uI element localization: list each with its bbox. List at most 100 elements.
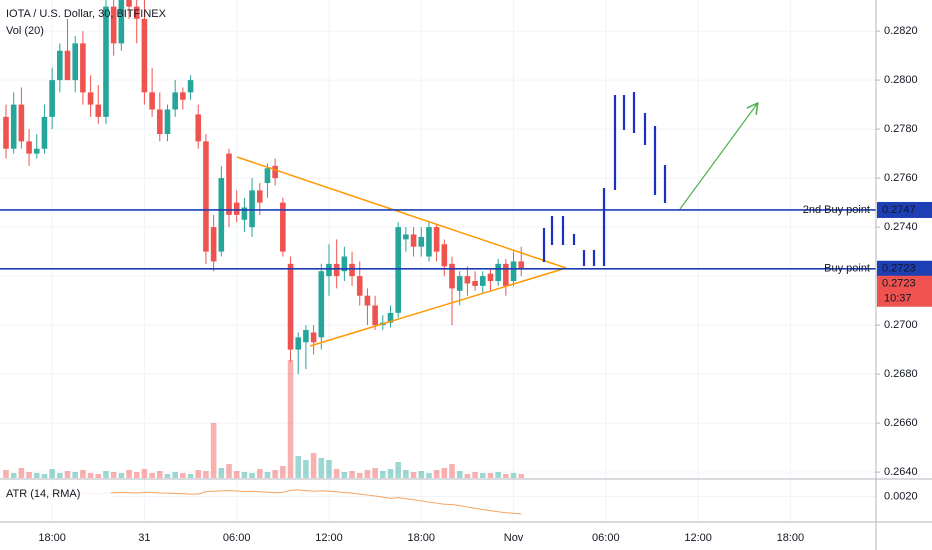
volume-bar (387, 469, 394, 478)
candle-body (103, 6, 109, 117)
candle-body (41, 116, 48, 149)
triangle-lower (309, 267, 567, 347)
x-tick-label: Nov (504, 532, 524, 544)
triangle-upper (236, 156, 567, 269)
volume-bar (203, 471, 209, 478)
volume-bar (364, 470, 371, 478)
candle-body (487, 273, 494, 282)
volume-bar (241, 472, 248, 478)
y-tick-label: 0.2820 (884, 25, 918, 37)
y-tick-label: 0.2640 (884, 466, 918, 478)
volume-bar (126, 470, 132, 478)
volume (3, 360, 525, 478)
candle-body (295, 337, 302, 350)
atr-label: ATR (14, RMA) (6, 488, 80, 500)
candle-body (18, 104, 25, 142)
candle-body (418, 236, 425, 247)
candle-body (72, 43, 79, 81)
candle-body (187, 80, 194, 93)
y-tick-label: 0.2780 (884, 123, 918, 135)
volume-bar (87, 473, 94, 478)
candle-body (118, 0, 125, 44)
projection (542, 92, 667, 266)
drawings (236, 92, 757, 347)
volume-bar (141, 469, 148, 478)
x-tick-label: 18:00 (777, 532, 805, 544)
volume-bar (380, 471, 386, 478)
candle-body (403, 234, 409, 240)
volume-bar (10, 473, 17, 478)
volume-bar (356, 473, 363, 478)
candle-body (264, 168, 271, 184)
volume-bar (272, 470, 278, 478)
candle-body (64, 50, 71, 81)
candle-body (518, 261, 525, 269)
volume-bar (318, 458, 325, 478)
candle-body (495, 263, 501, 282)
volume-bar (464, 474, 471, 478)
y-tick-label: 0.2680 (884, 368, 918, 380)
volume-bar (410, 472, 417, 478)
level-tag-label: 0.2747 (882, 204, 916, 216)
candle-body (303, 330, 309, 343)
level-tag (877, 260, 932, 277)
candle-body (164, 109, 171, 135)
volume-bar (395, 462, 401, 478)
volume-bar (172, 472, 178, 478)
volume-bar (310, 453, 317, 478)
volume-bar (133, 472, 140, 478)
candle-body (510, 261, 517, 282)
volume-bar (295, 456, 302, 478)
volume-bar (180, 473, 186, 478)
candle-body (249, 190, 255, 228)
candle-body (356, 276, 363, 296)
candle-body (80, 43, 86, 93)
volume-bar (341, 472, 348, 478)
volume-bar (287, 360, 294, 478)
volume-bar (280, 466, 286, 478)
volume-bar (256, 469, 263, 478)
x-tick-label: 18:00 (407, 532, 435, 544)
volume-bar (18, 468, 25, 478)
volume-bar (449, 464, 455, 478)
candle-body (326, 263, 332, 277)
volume-bar (472, 472, 478, 478)
volume-bar (3, 470, 9, 478)
volume-bar (233, 471, 240, 478)
volume-bar (226, 464, 232, 478)
chart-title: IOTA / U.S. Dollar, 30, BITFINEX (6, 8, 167, 20)
y-tick-label: 0.2800 (884, 74, 918, 86)
candle-body (287, 263, 294, 350)
candle-body (256, 190, 263, 203)
candle-body (87, 92, 94, 105)
volume-bar (518, 474, 525, 478)
candle-body (195, 114, 202, 142)
candle-body (180, 92, 186, 100)
level-name: Buy point (824, 263, 870, 275)
volume-bar (418, 471, 425, 478)
last-price-tag (877, 275, 932, 307)
candle-body (110, 6, 117, 44)
candle-body (218, 178, 225, 252)
candle-body (172, 92, 178, 110)
volume-bar (333, 469, 340, 478)
y-tick-label: 0.2700 (884, 319, 918, 331)
candle-body (280, 202, 286, 252)
axes: 0.26400.26600.26800.27000.27200.27400.27… (38, 25, 932, 544)
volume-bar (326, 460, 332, 478)
y-tick-label: 0.2660 (884, 417, 918, 429)
volume-bar (103, 471, 109, 478)
candle-body (395, 227, 401, 313)
countdown: 10:37 (884, 293, 912, 305)
volume-bar (187, 474, 194, 478)
candle-body (464, 276, 471, 284)
volume-bar (164, 474, 171, 478)
volume-bar (372, 468, 378, 478)
volume-bar (157, 471, 163, 478)
volume-bar (303, 460, 309, 478)
volume-bar (72, 472, 79, 478)
candle-body (57, 50, 63, 81)
candle-body (233, 202, 240, 215)
candle-body (472, 281, 478, 286)
